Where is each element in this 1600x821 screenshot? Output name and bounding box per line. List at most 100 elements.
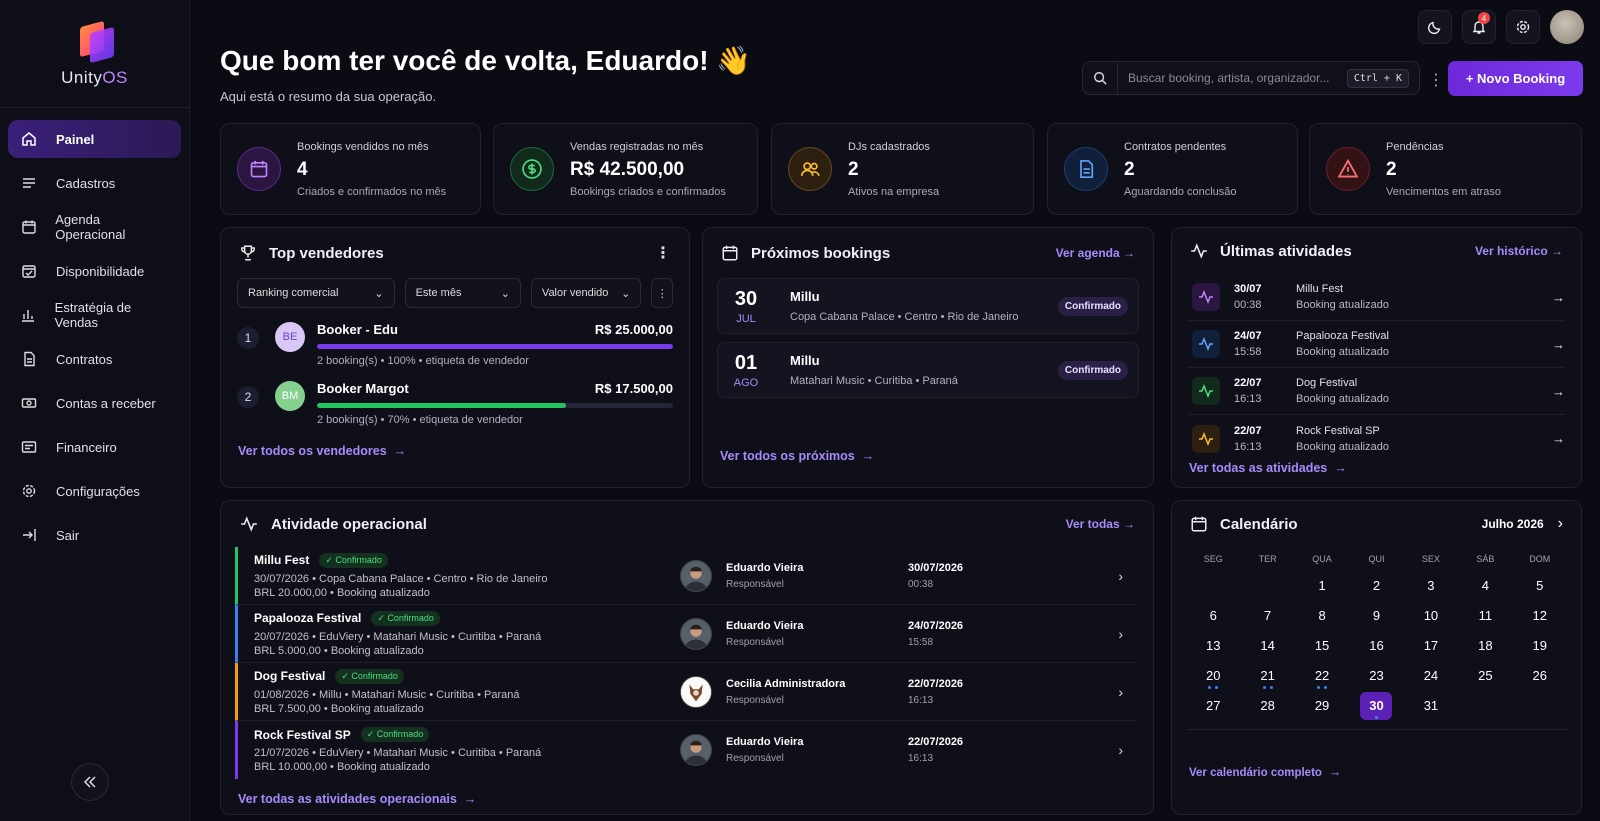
calendar-day[interactable]: 17: [1423, 638, 1439, 653]
sidebar-item-financeiro[interactable]: Financeiro: [8, 428, 181, 466]
weekday-label: SEX: [1421, 554, 1440, 564]
calendar-day[interactable]: 2: [1372, 578, 1381, 593]
calendar-day[interactable]: 22: [1295, 661, 1349, 691]
weekday-label: QUA: [1312, 554, 1332, 564]
calendar-day[interactable]: 21: [1240, 661, 1294, 691]
calendar-day[interactable]: 1: [1318, 578, 1326, 593]
status-badge: ✓ Confirmado: [360, 727, 430, 742]
sidebar-item-label: Configurações: [56, 483, 140, 499]
calendar-day[interactable]: 4: [1481, 578, 1489, 593]
chevron-right-icon: ›: [1118, 683, 1123, 700]
full-calendar-link[interactable]: Ver calendário completo →: [1189, 765, 1342, 779]
operational-row[interactable]: Millu Fest ✓ Confirmado 30/07/2026 • Copa…: [235, 547, 1137, 605]
notifications-button[interactable]: 4: [1462, 10, 1496, 44]
calendar-day[interactable]: 29: [1314, 698, 1330, 713]
sidebar-item-label: Financeiro: [56, 439, 117, 455]
calendar-day[interactable]: 24: [1423, 668, 1439, 683]
all-sellers-link[interactable]: Ver todos os vendedores →: [238, 444, 407, 458]
all-operational-link[interactable]: Ver todas as atividades operacionais →: [238, 792, 477, 806]
period-select[interactable]: Este mês ⌄: [404, 278, 521, 308]
all-upcoming-link[interactable]: Ver todos os próximos →: [720, 449, 875, 463]
all-activities-link[interactable]: Ver todas as atividades →: [1189, 461, 1347, 475]
calendar-day[interactable]: 6: [1209, 608, 1217, 623]
sidebar-item-sair[interactable]: Sair: [8, 516, 181, 554]
calendar-day[interactable]: 25: [1478, 668, 1493, 683]
chevron-right-icon: ›: [1118, 742, 1123, 758]
calendar-day[interactable]: 15: [1314, 638, 1330, 653]
sidebar-item-label: Sair: [56, 527, 80, 543]
see-history-link[interactable]: Ver histórico →: [1474, 244, 1563, 258]
arrow-right-icon: →: [1552, 289, 1565, 305]
calendar-day[interactable]: 27: [1205, 698, 1221, 713]
activity-item[interactable]: 24/07 15:58 Papalooza Festival Booking atu…: [1188, 321, 1565, 368]
operational-row[interactable]: Papalooza Festival ✓ Confirmado 20/07/202…: [235, 605, 1137, 663]
sidebar-item-disponibilidade[interactable]: Disponibilidade: [8, 252, 181, 290]
stat-label: Contratos pendentes: [1124, 140, 1227, 153]
calendar-day[interactable]: 16: [1369, 638, 1384, 653]
booking-item[interactable]: 01 AGO Millu Matahari Music • Curitiba • P…: [717, 342, 1139, 398]
see-all-link[interactable]: Ver todas →: [1065, 517, 1135, 531]
seller-row[interactable]: 2 BM Booker Margot R$ 17.500,00 2 booking…: [221, 381, 689, 426]
booking-item[interactable]: 30 JUL Millu Copa Cabana Palace • Centro •…: [717, 278, 1139, 334]
more-options-icon[interactable]: ⋮: [655, 245, 671, 262]
calendar-icon: [722, 245, 738, 261]
see-agenda-link[interactable]: Ver agenda →: [1055, 246, 1135, 260]
calendar-day[interactable]: 14: [1260, 638, 1275, 653]
list-icon: [20, 174, 38, 192]
user-avatar[interactable]: [1550, 10, 1584, 44]
ranking-select[interactable]: Ranking comercial ⌄: [237, 278, 395, 308]
calendar-day[interactable]: 13: [1205, 638, 1221, 653]
search-input[interactable]: [1128, 71, 1347, 85]
seller-row[interactable]: 1 BE Booker - Edu R$ 25.000,00 2 booking(…: [221, 322, 689, 367]
activity-item[interactable]: 22/07 16:13 Dog Festival Booking atualizad…: [1188, 368, 1565, 415]
metric-select[interactable]: Valor vendido ⌄: [530, 278, 642, 308]
sidebar-item-label: Agenda Operacional: [55, 212, 126, 242]
sidebar-item-contas[interactable]: Contas a receber: [8, 384, 181, 422]
calendar-day[interactable]: 5: [1536, 578, 1544, 593]
calendar-day[interactable]: 28: [1260, 698, 1275, 713]
seller-meta: 2 booking(s) • 100% • etiqueta de vended…: [317, 355, 529, 367]
activity-item[interactable]: 30/07 00:38 Millu Fest Booking atualizado …: [1188, 274, 1565, 321]
theme-toggle-button[interactable]: [1418, 10, 1452, 44]
calendar-day[interactable]: 20: [1186, 661, 1240, 691]
sidebar-item-estrategia[interactable]: Estratégia de Vendas: [8, 296, 181, 334]
activity-time: 15:58: [1234, 346, 1262, 358]
calendar-day[interactable]: 8: [1318, 608, 1326, 623]
next-month-icon[interactable]: ›: [1557, 515, 1563, 532]
more-filters-button[interactable]: ⋮: [651, 278, 674, 308]
event-details: 21/07/2026 • EduViery • Matahari Music •…: [254, 747, 542, 759]
calendar-day[interactable]: 3: [1427, 578, 1435, 593]
operational-row[interactable]: Rock Festival SP ✓ Confirmado 21/07/2026 …: [235, 721, 1137, 779]
page-subtitle: Aqui está o resumo da sua operação.: [220, 89, 437, 104]
calendar-day[interactable]: 30: [1349, 691, 1403, 721]
sidebar-item-contratos[interactable]: Contratos: [8, 340, 181, 378]
new-booking-button[interactable]: + Novo Booking: [1448, 61, 1583, 96]
calendar-day[interactable]: 10: [1423, 608, 1439, 623]
calendar-day[interactable]: 26: [1532, 668, 1547, 683]
calendar-day[interactable]: 31: [1423, 698, 1439, 713]
calendar-day[interactable]: 19: [1532, 638, 1547, 653]
activity-item[interactable]: 22/07 16:13 Rock Festival SP Booking atual…: [1188, 415, 1565, 462]
logo[interactable]: UnityOS: [0, 0, 189, 108]
sidebar-item-label: Painel: [56, 131, 95, 147]
settings-button[interactable]: [1506, 10, 1540, 44]
calendar-day[interactable]: 11: [1478, 608, 1493, 623]
calendar-day[interactable]: 18: [1478, 638, 1493, 653]
calendar-day[interactable]: 9: [1372, 608, 1381, 623]
sidebar-item-configuracoes[interactable]: Configurações: [8, 472, 181, 510]
search-shortcut: Ctrl + K: [1346, 68, 1409, 88]
calendar-day[interactable]: 12: [1532, 608, 1547, 623]
activity-name: Millu Fest: [1296, 283, 1344, 295]
operational-row[interactable]: Dog Festival ✓ Confirmado 01/08/2026 • Mi…: [235, 663, 1137, 721]
stat-sub: Ativos na empresa: [848, 185, 940, 198]
sidebar-item-cadastros[interactable]: Cadastros: [8, 164, 181, 202]
collapse-sidebar-button[interactable]: [71, 763, 109, 801]
sidebar-item-agenda[interactable]: Agenda Operacional: [8, 208, 181, 246]
responsible-name: Eduardo Vieira: [726, 619, 804, 632]
more-options-icon[interactable]: ⋮: [1428, 72, 1444, 89]
calendar-day[interactable]: 7: [1264, 608, 1272, 623]
responsible-role: Responsável: [726, 578, 784, 590]
chevron-down-icon: ⌄: [500, 287, 510, 300]
calendar-day[interactable]: 23: [1369, 668, 1384, 683]
sidebar-item-painel[interactable]: Painel: [8, 120, 181, 158]
